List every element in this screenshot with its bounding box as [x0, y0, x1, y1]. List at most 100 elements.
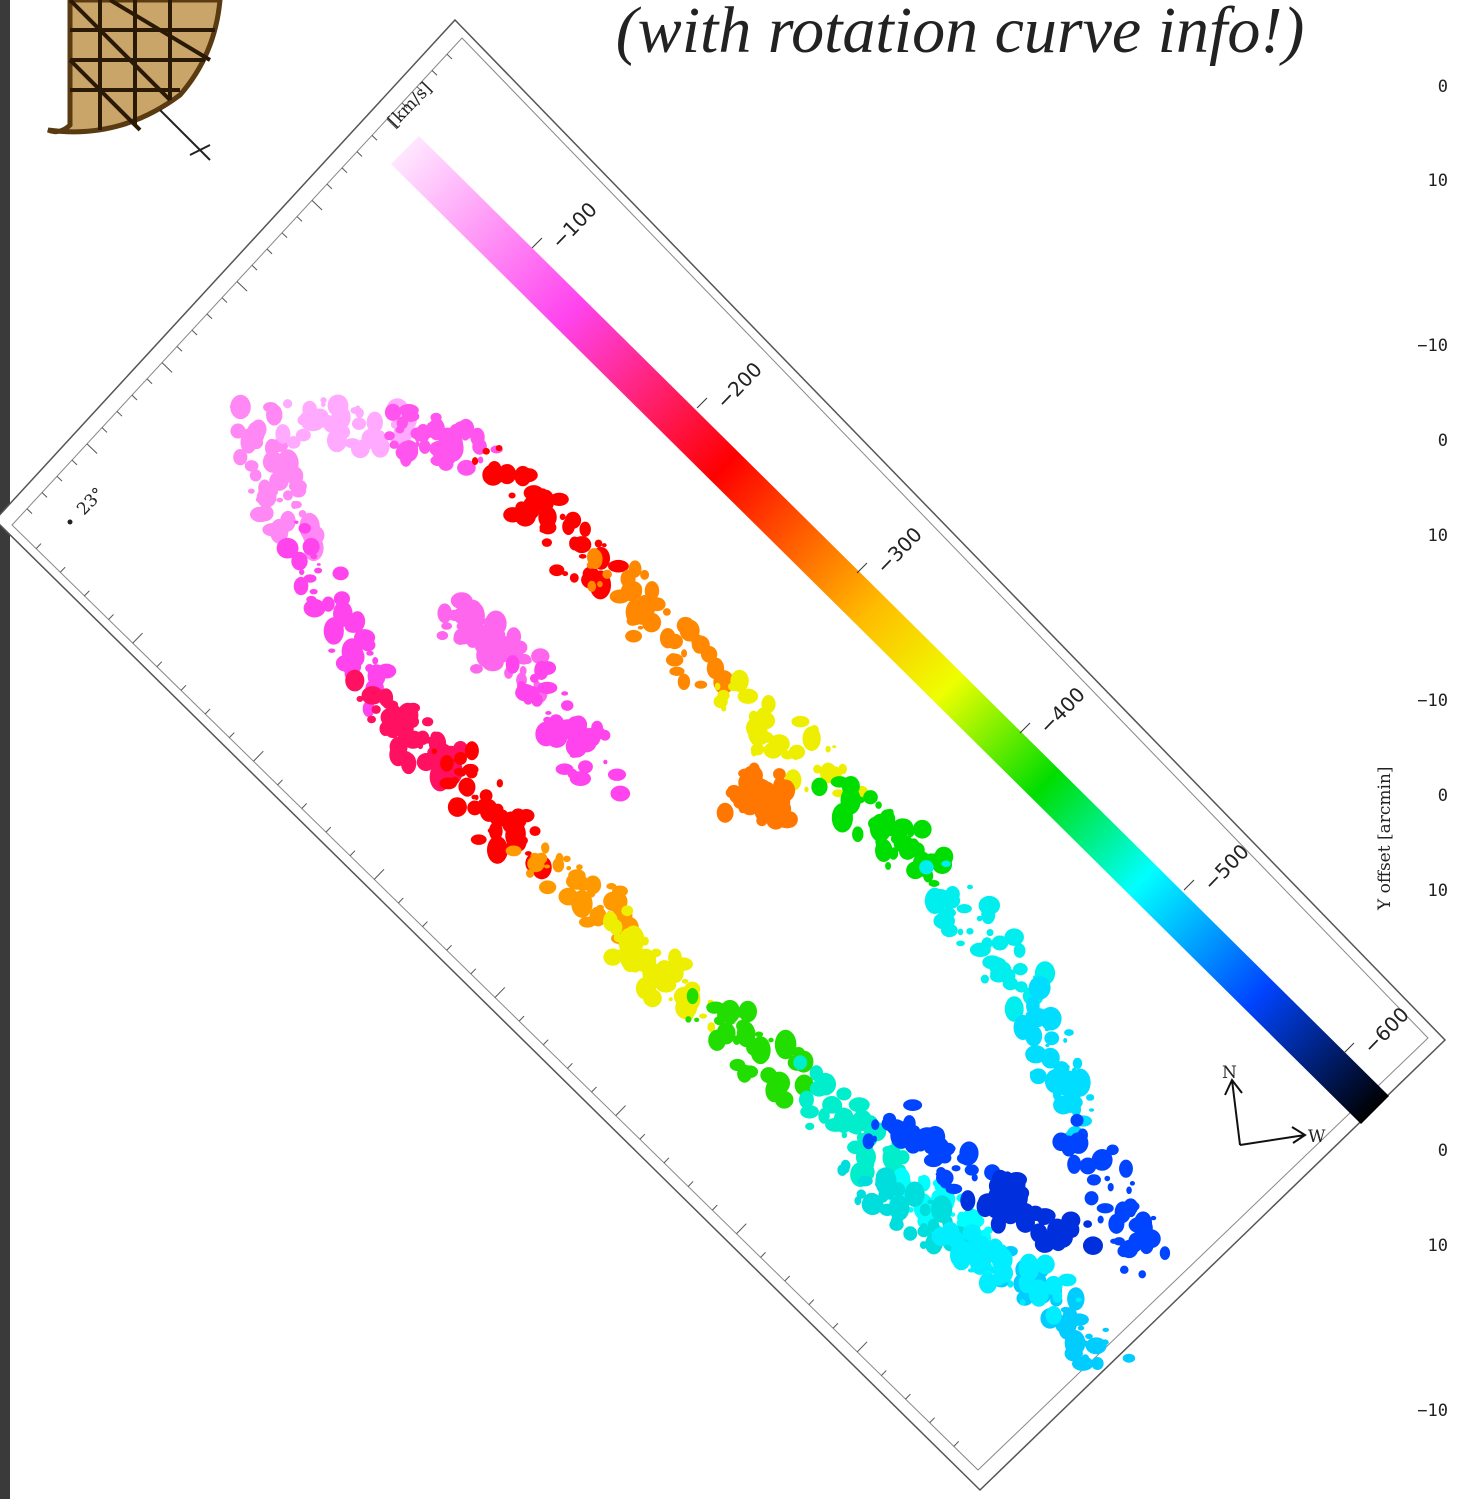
velocity-blob	[1028, 976, 1051, 1000]
velocity-blob	[613, 932, 622, 943]
velocity-blob	[876, 1204, 883, 1209]
velocity-blob	[578, 760, 593, 774]
velocity-blob	[576, 864, 583, 871]
velocity-blob	[665, 653, 684, 667]
velocity-blob	[430, 455, 447, 467]
velocity-blob	[610, 785, 631, 802]
velocity-blob	[1004, 928, 1024, 946]
right-axis-label: Y offset [arcmin]	[1375, 766, 1395, 911]
frame-tick	[191, 329, 198, 336]
velocity-blob	[1005, 969, 1016, 983]
frame-tick	[132, 632, 143, 644]
velocity-blob	[457, 418, 475, 440]
velocity-blob	[925, 1132, 946, 1159]
velocity-blob	[818, 1108, 830, 1124]
velocity-blob	[738, 1000, 758, 1023]
right-axis-tick-label: 0	[1438, 1141, 1448, 1161]
velocity-blob	[625, 629, 642, 643]
frame-tick	[494, 987, 506, 998]
velocity-blob	[1097, 1215, 1104, 1224]
velocity-blob	[778, 1074, 789, 1082]
velocity-blob	[854, 1196, 862, 1206]
velocity-blob	[1019, 1298, 1026, 1306]
velocity-blob	[1007, 1280, 1014, 1288]
velocity-blob	[894, 834, 912, 846]
velocity-blob	[371, 705, 381, 714]
frame-tick	[371, 135, 378, 141]
velocity-blob	[1065, 1064, 1070, 1069]
velocity-blob	[738, 772, 755, 793]
velocity-blob	[668, 997, 673, 1002]
frame-tick	[180, 684, 187, 691]
velocity-blob	[889, 1195, 910, 1221]
velocity-blob	[315, 607, 321, 615]
frame-tick	[326, 183, 333, 190]
frame-tick	[470, 968, 477, 975]
velocity-blob	[1034, 1235, 1055, 1253]
velocity-blob	[686, 987, 699, 1005]
velocity-blob	[668, 948, 682, 967]
velocity-blob	[928, 879, 940, 887]
velocity-blob	[588, 549, 603, 569]
velocity-blob	[1044, 1031, 1060, 1046]
velocity-blob	[537, 681, 558, 694]
velocity-blob	[520, 836, 528, 845]
velocity-blob	[316, 563, 321, 566]
velocity-blob	[969, 942, 991, 958]
colorbar-tick	[1183, 879, 1195, 891]
velocity-blob	[980, 974, 989, 984]
velocity-blob	[754, 776, 765, 791]
velocity-blob	[1052, 1289, 1063, 1303]
velocity-blob	[477, 456, 484, 464]
frame-tick	[687, 1181, 694, 1187]
velocity-blob	[741, 805, 752, 813]
velocity-blob	[1043, 1012, 1050, 1020]
velocity-blob	[960, 1190, 976, 1212]
velocity-blob	[496, 779, 504, 788]
velocity-blob	[539, 880, 557, 895]
frame-tick	[615, 1105, 626, 1116]
velocity-blob	[1106, 1144, 1119, 1156]
velocity-blob	[669, 666, 685, 676]
velocity-blob	[545, 711, 552, 715]
velocity-blob	[1013, 963, 1028, 976]
velocity-blob	[668, 962, 684, 983]
slide-title: (with rotation curve info!)	[616, 0, 1305, 67]
velocity-blob	[482, 447, 490, 455]
velocity-blob	[451, 776, 459, 785]
frame-tick	[251, 264, 258, 271]
velocity-blob	[760, 738, 767, 745]
colorbar-tick	[531, 237, 543, 249]
telescope-logo	[47, 0, 223, 161]
velocity-blob	[868, 815, 890, 832]
frame-tick	[41, 492, 48, 498]
velocity-blob	[940, 1179, 952, 1189]
velocity-blob	[1139, 1236, 1154, 1255]
velocity-blob	[1119, 1159, 1133, 1178]
frame-tick	[808, 1299, 815, 1305]
velocity-blob	[372, 657, 379, 665]
velocity-blob	[283, 490, 293, 501]
compass-west: W	[1308, 1127, 1326, 1147]
velocity-blob	[539, 661, 557, 675]
velocity-blob	[611, 908, 616, 912]
velocity-blob	[564, 511, 582, 529]
velocity-blob	[811, 777, 828, 797]
velocity-blob	[995, 936, 1008, 948]
velocity-blob	[964, 1164, 979, 1176]
velocity-blob	[475, 447, 480, 454]
frame-tick	[86, 443, 98, 454]
velocity-blob	[782, 796, 789, 804]
velocity-blob	[753, 747, 764, 755]
velocity-blob	[831, 803, 853, 833]
velocity-blob	[549, 564, 565, 577]
right-axis-tick-label: −10	[1417, 1401, 1448, 1421]
velocity-blob	[741, 1065, 759, 1079]
frame-tick	[639, 1133, 646, 1140]
velocity-blob	[706, 1003, 723, 1014]
right-axis-tick-label: 0	[1438, 77, 1448, 97]
velocity-blob	[1035, 966, 1044, 972]
velocity-blob	[366, 411, 383, 434]
velocity-blob	[1013, 943, 1026, 958]
